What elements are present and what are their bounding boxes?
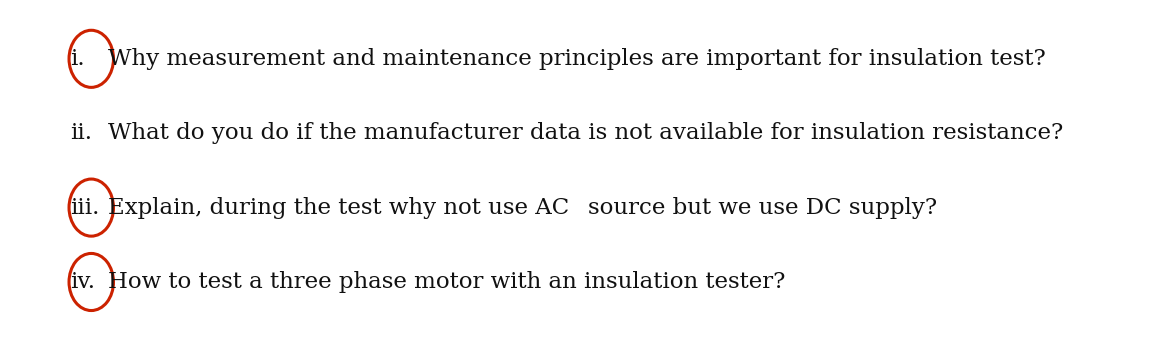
Text: What do you do if the manufacturer data is not available for insulation resistan: What do you do if the manufacturer data … <box>108 122 1062 144</box>
Text: How to test a three phase motor with an insulation tester?: How to test a three phase motor with an … <box>108 271 785 293</box>
Text: ii.: ii. <box>70 122 92 144</box>
Text: i.: i. <box>70 48 85 70</box>
Text: iv.: iv. <box>70 271 95 293</box>
Text: iii.: iii. <box>70 197 99 219</box>
Text: Explain, during the test why not use AC  source but we use DC supply?: Explain, during the test why not use AC … <box>108 197 937 219</box>
Text: Why measurement and maintenance principles are important for insulation test?: Why measurement and maintenance principl… <box>108 48 1045 70</box>
